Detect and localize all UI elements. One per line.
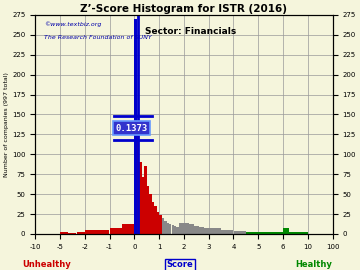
Bar	[199, 227, 204, 234]
Text: Score: Score	[167, 260, 193, 269]
Bar	[221, 230, 233, 234]
Title: Z’-Score Histogram for ISTR (2016): Z’-Score Histogram for ISTR (2016)	[80, 4, 287, 14]
Bar	[171, 225, 174, 234]
Bar	[85, 230, 109, 234]
Bar	[144, 166, 147, 234]
Bar	[152, 202, 154, 234]
Bar	[157, 212, 159, 234]
Bar	[162, 218, 164, 234]
Bar	[184, 223, 189, 234]
Bar	[159, 215, 162, 234]
Bar	[189, 224, 194, 234]
Bar	[194, 226, 199, 234]
Bar	[167, 223, 169, 234]
Text: Sector: Financials: Sector: Financials	[145, 27, 237, 36]
Bar	[68, 233, 76, 234]
Text: The Research Foundation of SUNY: The Research Foundation of SUNY	[44, 35, 152, 40]
Bar	[234, 231, 246, 234]
Bar	[283, 228, 289, 234]
Bar	[147, 186, 149, 234]
Bar	[164, 221, 167, 234]
Bar	[149, 194, 152, 234]
Bar	[137, 126, 139, 234]
Bar	[154, 206, 157, 234]
Bar	[77, 232, 85, 234]
Bar	[134, 19, 137, 234]
Bar	[271, 232, 283, 234]
Bar	[209, 228, 221, 234]
Text: 0.1373: 0.1373	[116, 123, 148, 133]
Y-axis label: Number of companies (997 total): Number of companies (997 total)	[4, 72, 9, 177]
Text: Healthy: Healthy	[295, 260, 332, 269]
Bar	[60, 232, 68, 234]
Bar	[169, 224, 171, 234]
Bar	[204, 228, 209, 234]
Bar	[258, 232, 270, 234]
Bar	[179, 223, 184, 234]
Bar	[174, 226, 176, 234]
Bar	[139, 162, 142, 234]
Bar	[176, 227, 179, 234]
Bar	[122, 224, 134, 234]
Text: Unhealthy: Unhealthy	[22, 260, 71, 269]
Bar	[289, 232, 308, 234]
Bar	[110, 228, 122, 234]
Bar	[246, 231, 258, 234]
Text: ©www.textbiz.org: ©www.textbiz.org	[44, 22, 102, 27]
Bar	[142, 177, 144, 234]
